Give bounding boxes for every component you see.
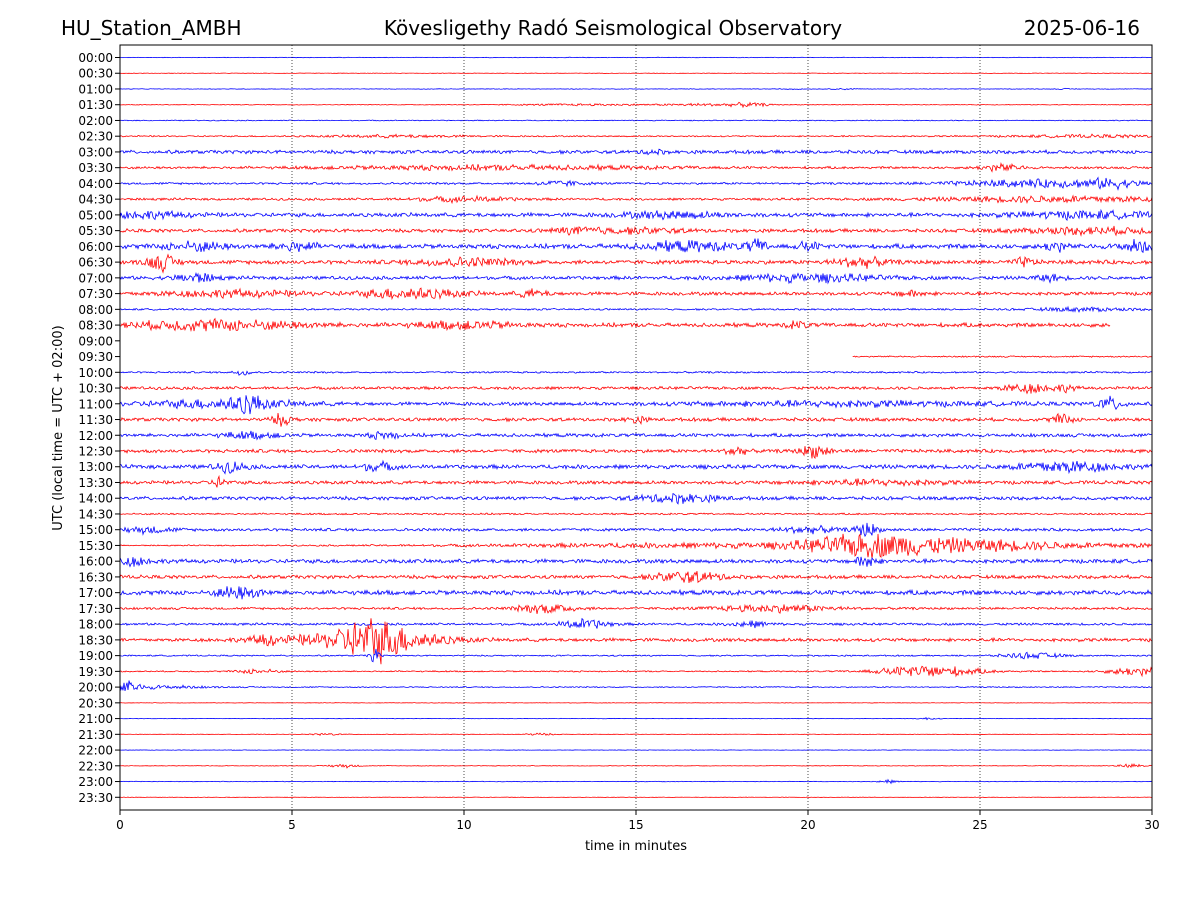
y-tick-label: 05:00: [78, 208, 113, 222]
x-tick-label: 0: [116, 818, 124, 832]
y-tick-label: 02:30: [78, 130, 113, 144]
trace-line-1400: [119, 492, 1153, 505]
y-tick-label: 00:00: [78, 51, 113, 65]
y-tick-label: 17:00: [78, 586, 113, 600]
y-tick-label: 13:00: [78, 460, 113, 474]
trace-line-2330: [119, 796, 1152, 798]
trace-line-2130: [119, 732, 1153, 736]
y-tick-label: 03:30: [78, 161, 113, 175]
record-date: 2025-06-16: [1024, 16, 1140, 40]
y-tick-label: 08:30: [78, 319, 113, 333]
x-tick-label: 5: [288, 818, 296, 832]
y-tick-label: 12:30: [78, 445, 113, 459]
y-tick-label: 04:30: [78, 193, 113, 207]
y-tick-label: 14:00: [78, 492, 113, 506]
trace-line-1330: [119, 474, 1153, 488]
x-tick-label: 30: [1144, 818, 1159, 832]
y-tick-label: 19:30: [78, 665, 113, 679]
trace-line-0100: [119, 87, 1153, 91]
y-tick-label: 03:00: [78, 145, 113, 159]
y-tick-label: 20:30: [78, 696, 113, 710]
y-tick-label: 23:00: [78, 775, 113, 789]
y-tick-label: 15:30: [78, 539, 113, 553]
y-tick-label: 22:00: [78, 744, 113, 758]
trace-line-2100: [119, 716, 1153, 721]
trace-line-2300: [119, 778, 1153, 785]
y-tick-label: 07:00: [78, 271, 113, 285]
x-axis-ticks: 0 5 10 15 20 25 30: [116, 810, 1160, 832]
y-tick-label: 04:00: [78, 177, 113, 191]
y-tick-label: 18:30: [78, 633, 113, 647]
y-tick-label: 08:00: [78, 303, 113, 317]
y-tick-label: 09:00: [78, 334, 113, 348]
x-tick-label: 10: [456, 818, 471, 832]
y-tick-label: 09:30: [78, 350, 113, 364]
observatory-title: Kövesligethy Radó Seismological Observat…: [384, 16, 842, 40]
trace-line-1600: [119, 556, 1153, 568]
trace-line-1930: [119, 665, 1153, 678]
y-tick-label: 23:30: [78, 791, 113, 805]
y-tick-label: 17:30: [78, 602, 113, 616]
y-tick-label: 06:00: [78, 240, 113, 254]
y-tick-label: 15:00: [78, 523, 113, 537]
y-tick-label: 10:00: [78, 366, 113, 380]
y-tick-label: 21:30: [78, 728, 113, 742]
y-tick-label: 20:00: [78, 681, 113, 695]
y-tick-label: 11:30: [78, 413, 113, 427]
y-tick-label: 19:00: [78, 649, 113, 663]
y-tick-label: 07:30: [78, 287, 113, 301]
trace-line-0700: [119, 272, 1153, 285]
x-axis-label: time in minutes: [585, 839, 687, 854]
y-tick-label: 22:30: [78, 759, 113, 773]
trace-line-1900: [119, 648, 1153, 663]
y-tick-label: 16:00: [78, 555, 113, 569]
y-tick-label: 16:30: [78, 570, 113, 584]
y-tick-label: 01:30: [78, 98, 113, 112]
trace-line-1230: [119, 445, 1153, 460]
trace-line-0830: [119, 317, 1111, 333]
y-tick-label: 21:00: [78, 712, 113, 726]
y-tick-label: 13:30: [78, 476, 113, 490]
y-tick-label: 02:00: [78, 114, 113, 128]
y-tick-label: 01:00: [78, 82, 113, 96]
x-tick-label: 15: [628, 818, 643, 832]
y-tick-label: 10:30: [78, 382, 113, 396]
y-tick-label: 00:30: [78, 67, 113, 81]
y-tick-label: 12:00: [78, 429, 113, 443]
x-tick-label: 25: [972, 818, 987, 832]
trace-line-0930: [852, 355, 1152, 358]
y-tick-label: 05:30: [78, 224, 113, 238]
trace-line-1500: [119, 522, 1153, 538]
y-tick-label: 18:00: [78, 618, 113, 632]
y-axis-label: UTC (local time = UTC + 02:00): [51, 325, 66, 530]
x-tick-label: 20: [800, 818, 815, 832]
y-tick-label: 11:00: [78, 397, 113, 411]
y-tick-label: 06:30: [78, 256, 113, 270]
y-tick-label: 14:30: [78, 507, 113, 521]
station-name: HU_Station_AMBH: [61, 16, 241, 40]
trace-line-1630: [119, 571, 1153, 584]
